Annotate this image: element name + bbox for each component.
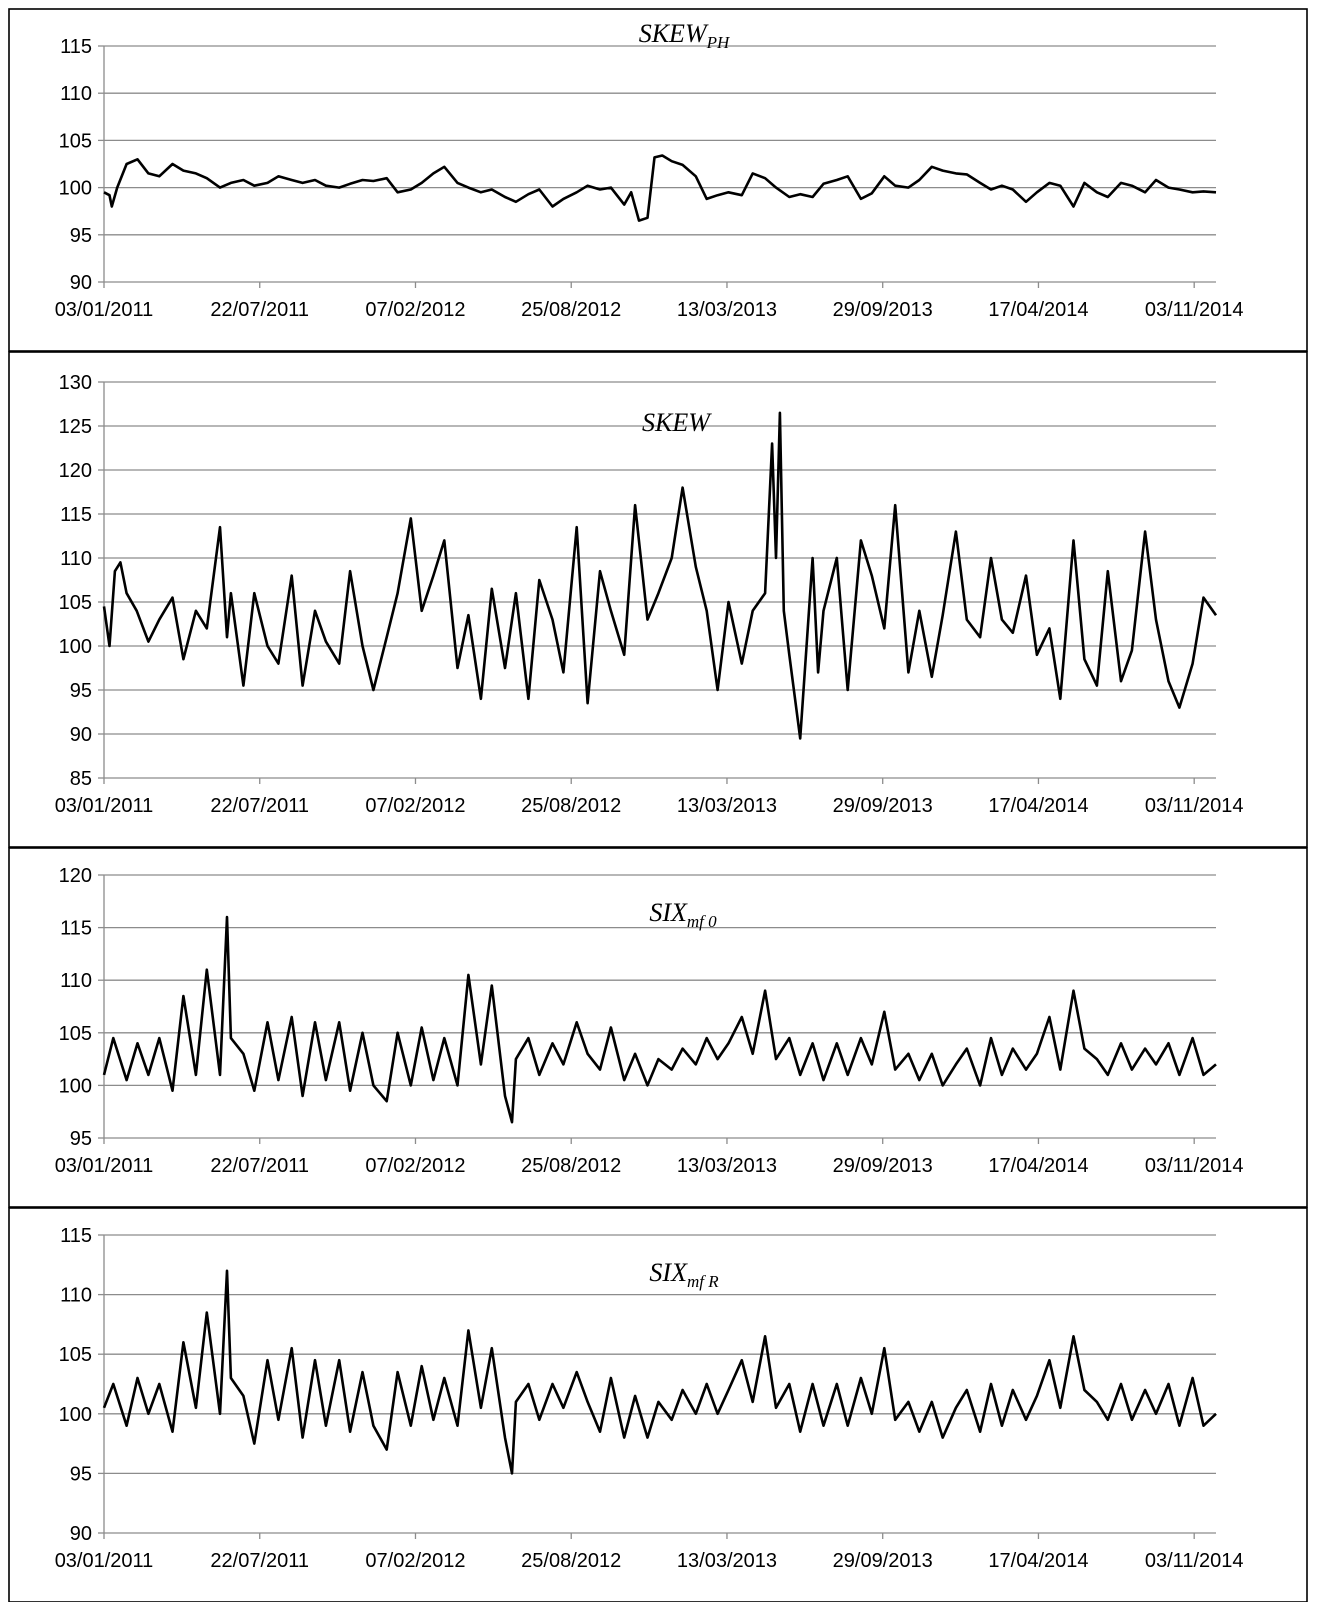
x-tick-label: 22/07/2011: [210, 1550, 309, 1572]
y-tick-label: 105: [59, 130, 92, 152]
chart-title: SKEWPH: [639, 19, 731, 52]
x-tick-label: 25/08/2012: [521, 1155, 621, 1177]
x-tick-label: 25/08/2012: [521, 795, 621, 817]
x-tick-label: 03/01/2011: [55, 299, 154, 321]
y-tick-label: 100: [59, 636, 92, 658]
series-line: [102, 411, 1218, 740]
x-tick-label: 17/04/2014: [988, 795, 1088, 817]
y-tick-label: 110: [60, 83, 92, 105]
panel-border: [8, 8, 1308, 352]
y-tick-label: 115: [60, 918, 92, 940]
x-tick-label: 29/09/2013: [833, 1155, 933, 1177]
x-tick-label: 13/03/2013: [677, 1550, 777, 1572]
figure: 90 95 100 105 110 115 03/01/2011 22/07/2011 07/0…: [8, 8, 1308, 1603]
y-tick-label: 130: [59, 372, 92, 394]
y-tick-label: 95: [70, 680, 92, 702]
y-tick-label: 85: [70, 768, 92, 790]
y-tick-label: 115: [60, 504, 92, 526]
panel-border: [8, 351, 1308, 848]
chart-title-main: SKEW: [639, 19, 709, 48]
series-line: [102, 915, 1217, 1124]
x-tick-label: 07/02/2012: [365, 299, 465, 321]
x-tick-label: 25/08/2012: [521, 299, 621, 321]
chart-panel-1: 90 95 100 105 110 115 03/01/2011 22/07/2011 07/0…: [8, 8, 1308, 352]
x-tick-label: 29/09/2013: [833, 299, 933, 321]
y-tick-label: 125: [59, 416, 92, 438]
x-tick-label: 03/11/2014: [1145, 1155, 1244, 1177]
chart-title-subscript: PH: [706, 33, 731, 52]
x-tick-label: 07/02/2012: [365, 795, 465, 817]
y-tick-label: 95: [70, 1463, 92, 1485]
y-tick-label: 110: [60, 1285, 92, 1307]
y-tick-label: 100: [59, 178, 92, 200]
x-tick-label: 29/09/2013: [833, 795, 933, 817]
y-tick-label: 110: [60, 548, 92, 570]
y-tick-label: 95: [70, 1128, 92, 1150]
y-tick-label: 95: [70, 225, 92, 247]
x-tick-label: 03/01/2011: [55, 795, 154, 817]
chart-title: SIXmf 0: [649, 898, 717, 931]
chart-title: SIXmf R: [649, 1258, 719, 1291]
y-tick-label: 105: [59, 1023, 92, 1045]
x-tick-label: 03/01/2011: [55, 1550, 154, 1572]
y-tick-label: 115: [60, 1225, 92, 1247]
y-tick-label: 90: [70, 1523, 92, 1545]
x-tick-label: 25/08/2012: [521, 1550, 621, 1572]
x-tick-label: 22/07/2011: [210, 1155, 309, 1177]
panel-border: [8, 847, 1308, 1208]
y-tick-label: 90: [70, 724, 92, 746]
chart-title: SKEW: [642, 408, 712, 437]
series-line: [102, 1269, 1217, 1475]
x-tick-label: 07/02/2012: [365, 1550, 465, 1572]
chart-panel-2: 85 90 95 100 105 110 115 120 125 130 03/01/2011 22/…: [8, 351, 1308, 848]
charts-figure: 90 95 100 105 110 115 03/01/2011 22/07/2011 07/0…: [8, 8, 1308, 1603]
y-tick-label: 100: [59, 1075, 92, 1097]
x-tick-label: 22/07/2011: [210, 299, 309, 321]
x-tick-label: 17/04/2014: [988, 1550, 1088, 1572]
x-tick-label: 29/09/2013: [833, 1550, 933, 1572]
chart-title-subscript: mf R: [687, 1272, 719, 1291]
x-tick-label: 13/03/2013: [677, 1155, 777, 1177]
x-tick-label: 13/03/2013: [677, 299, 777, 321]
x-tick-label: 13/03/2013: [677, 795, 777, 817]
x-tick-label: 17/04/2014: [988, 1155, 1088, 1177]
x-tick-label: 03/11/2014: [1145, 299, 1244, 321]
x-tick-label: 03/11/2014: [1145, 795, 1244, 817]
y-tick-label: 120: [59, 460, 92, 482]
y-tick-label: 115: [60, 36, 92, 58]
y-tick-label: 120: [59, 865, 92, 887]
series-line: [103, 154, 1217, 222]
y-tick-label: 105: [59, 1344, 92, 1366]
x-tick-label: 22/07/2011: [210, 795, 309, 817]
chart-title-main: SKEW: [642, 408, 712, 437]
x-tick-label: 03/11/2014: [1145, 1550, 1244, 1572]
y-tick-label: 90: [70, 272, 92, 294]
chart-panel-3: 95 100 105 110 115 120 03/01/2011 22/07/2011 07/…: [8, 847, 1308, 1208]
y-tick-label: 110: [60, 970, 92, 992]
x-tick-label: 17/04/2014: [988, 299, 1088, 321]
chart-title-main: SIX: [649, 1258, 688, 1287]
x-tick-label: 03/01/2011: [55, 1155, 154, 1177]
chart-title-main: SIX: [649, 898, 688, 927]
chart-title-subscript: mf 0: [687, 912, 717, 931]
y-tick-label: 105: [59, 592, 92, 614]
x-tick-label: 07/02/2012: [365, 1155, 465, 1177]
chart-panel-4: 90 95 100 105 110 115 03/01/2011 22/07/2011 07/0…: [8, 1207, 1308, 1603]
y-tick-label: 100: [59, 1404, 92, 1426]
